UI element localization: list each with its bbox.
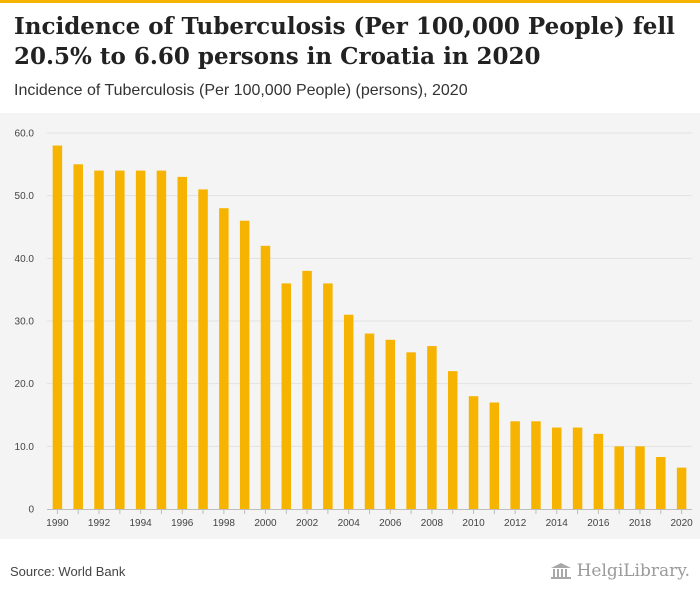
brand-logo: HelgiLibrary. — [550, 561, 690, 581]
bar-2005 — [364, 333, 375, 509]
bar-2014 — [552, 427, 562, 509]
chart-subtitle: Incidence of Tuberculosis (Per 100,000 P… — [14, 82, 468, 99]
bar-2012 — [510, 421, 520, 509]
bar-2010 — [468, 396, 479, 509]
y-tick-label: 40.0 — [15, 254, 35, 265]
x-tick-label: 1992 — [88, 518, 111, 529]
x-tick-label: 2016 — [587, 518, 610, 529]
x-tick-label: 2004 — [338, 518, 361, 529]
bar-1997 — [198, 189, 208, 509]
y-tick-label: 20.0 — [15, 379, 35, 390]
bar-1991 — [73, 164, 83, 510]
x-tick-label: 1990 — [46, 518, 69, 529]
page-title: Incidence of Tuberculosis (Per 100,000 P… — [14, 13, 675, 70]
bar-1990 — [52, 145, 63, 509]
grid-lines — [47, 132, 692, 447]
y-tick-label: 10.0 — [15, 442, 35, 453]
bar-2000 — [260, 245, 271, 510]
x-tick-label: 2006 — [379, 518, 402, 529]
axes: 0 10.0 20.0 30.0 40.0 50.0 60.0 1990 1992 1994 199… — [15, 129, 694, 530]
bar-1994 — [135, 170, 146, 509]
bar-2015 — [572, 427, 583, 509]
bar-2017 — [614, 446, 624, 509]
chart-area: 0 10.0 20.0 30.0 40.0 50.0 60.0 1990 1992 1994 199… — [0, 113, 700, 539]
bar-1995 — [156, 170, 167, 509]
top-accent-rule — [0, 0, 700, 3]
bar-1993 — [115, 170, 125, 509]
bar-2008 — [427, 346, 437, 509]
x-tick-label: 2020 — [670, 518, 693, 529]
bar-chart: 0 10.0 20.0 30.0 40.0 50.0 60.0 1990 1992 1994 199… — [15, 129, 694, 530]
y-tick-label: 0 — [28, 505, 34, 516]
x-tick-label: 1994 — [130, 518, 153, 529]
bar-1999 — [239, 220, 250, 509]
bar-2018 — [635, 446, 645, 509]
bar-2019 — [656, 456, 666, 509]
x-tick-label: 2012 — [504, 518, 527, 529]
bar-2002 — [302, 270, 312, 509]
bar-2001 — [281, 283, 292, 509]
x-tick-label: 2000 — [254, 518, 277, 529]
library-building-icon — [550, 563, 571, 579]
x-tick-label: 1996 — [171, 518, 194, 529]
y-tick-label: 30.0 — [15, 317, 35, 328]
bar-2011 — [489, 402, 500, 509]
bar-1998 — [219, 208, 229, 509]
bar-2009 — [447, 371, 458, 509]
bar-2004 — [343, 314, 354, 509]
bar-2016 — [593, 433, 604, 509]
bar-2007 — [406, 352, 416, 509]
x-tick-label: 2002 — [296, 518, 319, 529]
x-tick-label: 2018 — [629, 518, 652, 529]
y-tick-label: 50.0 — [15, 191, 35, 202]
bar-2003 — [323, 283, 333, 509]
x-tick-label: 2010 — [462, 518, 485, 529]
bar-2020 — [676, 467, 687, 509]
x-tick-label: 2008 — [421, 518, 444, 529]
footer: Source: World Bank HelgiLibrary. — [0, 539, 700, 596]
bar-2013 — [531, 421, 541, 509]
bar-1992 — [94, 170, 104, 509]
y-tick-label: 60.0 — [15, 129, 35, 140]
bar-1996 — [177, 176, 187, 509]
bar-2006 — [385, 339, 396, 509]
x-tick-label: 2014 — [546, 518, 569, 529]
source-note: Source: World Bank — [10, 564, 126, 579]
bars — [52, 145, 687, 510]
brand-name: HelgiLibrary. — [576, 561, 690, 581]
x-tick-label: 1998 — [213, 518, 236, 529]
